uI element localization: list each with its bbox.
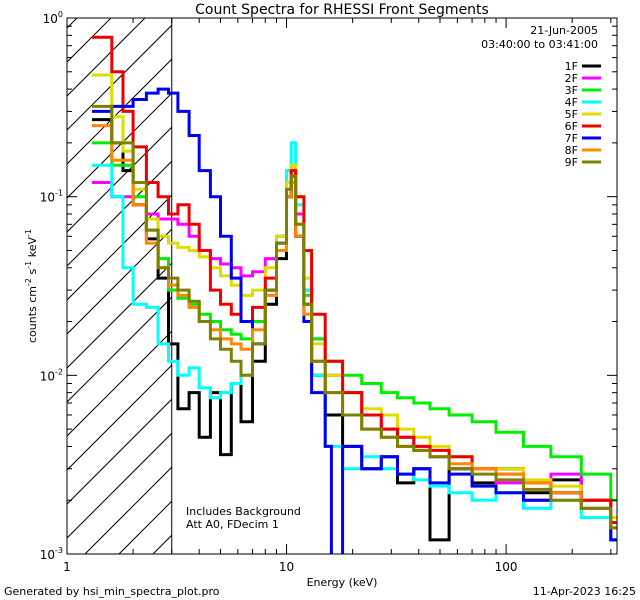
x-axis: 1 10 100	[63, 18, 612, 574]
x-tick-label: 10	[279, 560, 294, 574]
legend-label-2f: 2F	[565, 72, 578, 85]
series-9f	[92, 104, 617, 530]
date-label: 21-Jun-2005	[530, 24, 598, 37]
series-7f	[92, 87, 617, 554]
footer-generator: Generated by hsi_min_spectra_plot.pro	[4, 585, 220, 598]
y-tick-label: 10-3	[40, 546, 63, 562]
time-range-label: 03:40:00 to 03:41:00	[481, 38, 598, 51]
y-axis: 100 10-1 10-2 10-3	[40, 10, 617, 562]
y-tick-label: 100	[43, 10, 63, 26]
legend-label-5f: 5F	[565, 108, 578, 121]
legend-label-4f: 4F	[565, 96, 578, 109]
plot-frame	[66, 17, 618, 555]
series-2f	[92, 163, 617, 519]
legend-label-6f: 6F	[565, 120, 578, 133]
series-5f	[92, 73, 617, 519]
legend-label-9f: 9F	[565, 156, 578, 169]
series-1f	[92, 118, 617, 542]
legend-label-7f: 7F	[565, 132, 578, 145]
annotation-attenuator: Att A0, FDecim 1	[186, 518, 279, 531]
x-axis-label: Energy (keV)	[307, 576, 378, 589]
y-tick-label: 10-2	[40, 367, 63, 383]
footer-timestamp: 11-Apr-2023 16:25	[533, 585, 636, 598]
series-layer	[92, 35, 617, 554]
x-tick-label: 1	[63, 560, 71, 574]
annotation-background: Includes Background	[186, 505, 301, 518]
legend-label-1f: 1F	[565, 60, 578, 73]
chart-title: Count Spectra for RHESSI Front Segments	[195, 2, 489, 18]
legend-label-3f: 3F	[565, 84, 578, 97]
y-axis-label: counts cm-2 s-1 keV-1	[24, 229, 39, 343]
series-4f	[92, 141, 617, 542]
hatched-region	[67, 18, 172, 554]
legend-label-8f: 8F	[565, 144, 578, 157]
series-6f	[92, 35, 617, 524]
y-tick-label: 10-1	[40, 189, 63, 205]
x-tick-label: 100	[495, 560, 518, 574]
